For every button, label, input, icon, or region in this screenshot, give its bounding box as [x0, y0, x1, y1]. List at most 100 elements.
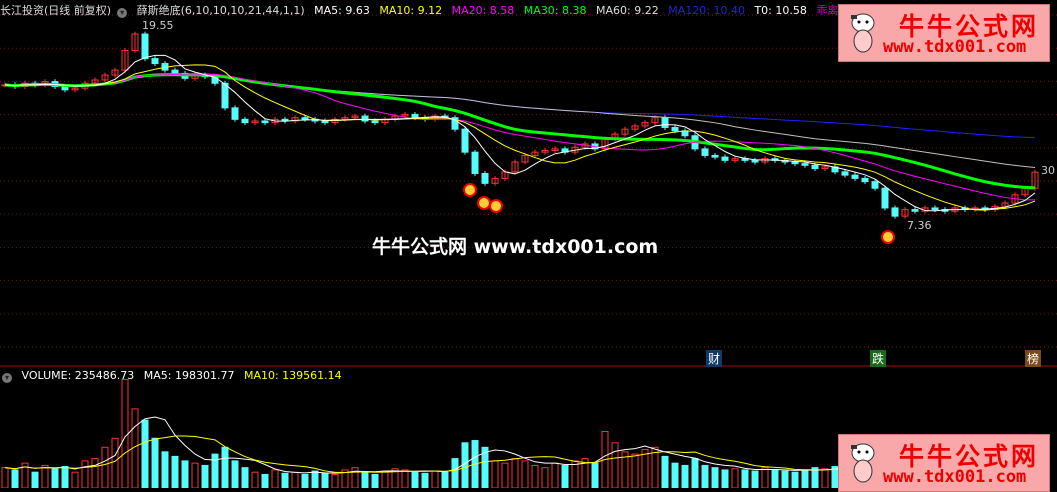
volume-bar [331, 473, 339, 488]
candle [541, 150, 549, 153]
volume-bar [221, 446, 229, 488]
candle [261, 120, 269, 124]
volume-bar [431, 470, 439, 488]
candle [351, 115, 359, 119]
ma20-line [4, 73, 1036, 201]
volume-bar [341, 469, 349, 488]
candle [791, 161, 799, 165]
cow-logo-icon [851, 13, 875, 53]
tag-finance[interactable]: 财 [706, 350, 723, 367]
ma10-line [4, 64, 1036, 211]
volume-bar [271, 469, 279, 488]
volume-bar [381, 470, 389, 488]
ma120-line [4, 74, 1036, 139]
ma30-line [4, 73, 1036, 190]
volume-bar [561, 464, 569, 488]
volume-bar [691, 458, 699, 488]
ma30-value: MA30: 8.38 [523, 4, 587, 17]
candle [1001, 202, 1009, 207]
volume-bar [11, 469, 19, 488]
volume-bar [481, 446, 489, 488]
volume-bar [521, 460, 529, 488]
volume-bar [351, 467, 359, 488]
candle [111, 69, 119, 76]
volume-bar [701, 464, 709, 488]
volume-bar [791, 471, 799, 488]
candle [481, 172, 489, 184]
watermark-name: 牛牛公式网 [899, 12, 1040, 41]
volume-bar [551, 462, 559, 488]
low-price-label: 7.36 [907, 219, 932, 232]
volume-bar [361, 471, 369, 488]
volume-bar [311, 470, 319, 488]
volume-bar [171, 455, 179, 488]
volume-bar [821, 468, 829, 488]
tag-fall[interactable]: 跌 [870, 350, 887, 367]
volume-bar [81, 460, 89, 488]
volume-bar [1, 467, 9, 488]
candle [931, 207, 939, 211]
volume-bar [411, 471, 419, 488]
volume-bar [41, 464, 49, 488]
ma60-value: MA60: 9.22 [596, 4, 659, 17]
stock-title: 长江投资(日线 前复权) [0, 4, 112, 17]
volume-bar [391, 468, 399, 488]
volume-bar [721, 469, 729, 488]
volume-bar [441, 471, 449, 488]
candle [651, 117, 659, 124]
candle [171, 69, 179, 74]
volume-bar [141, 419, 149, 488]
buy-signal-icon [489, 199, 503, 213]
volume-value: VOLUME: 235486.73 [21, 369, 135, 382]
volume-bar [671, 462, 679, 488]
ma5-line [4, 54, 1036, 212]
candle [851, 174, 859, 179]
candle [891, 207, 899, 217]
volume-bar [31, 471, 39, 488]
high-price-label: 19.55 [142, 19, 174, 32]
volume-bar [161, 451, 169, 488]
watermark-name: 牛牛公式网 [899, 442, 1040, 471]
candle [521, 154, 529, 163]
cow-logo-icon [851, 443, 875, 483]
volume-bar [531, 464, 539, 488]
indicator-menu-icon[interactable]: ▾ [117, 8, 128, 18]
candle [101, 74, 109, 81]
candle [801, 163, 809, 166]
candle [641, 122, 649, 127]
volume-bar [151, 437, 159, 488]
candle [701, 148, 709, 156]
candle [241, 118, 249, 124]
volume-menu-icon[interactable]: ▾ [2, 373, 12, 383]
candle [841, 171, 849, 176]
candle [301, 117, 309, 120]
candle [491, 177, 499, 184]
buy-signal-icon [477, 196, 491, 210]
volume-bar [811, 467, 819, 488]
candle [411, 113, 419, 119]
candle [61, 86, 69, 91]
candle [71, 87, 79, 91]
indicator-name: 薛斯绝底(6,10,10,10,21,44,1,1) [136, 4, 305, 17]
volume-bar [601, 431, 609, 488]
candle [661, 117, 669, 129]
candle [531, 151, 539, 156]
candle [361, 115, 369, 122]
volume-bar [121, 379, 129, 488]
candle [671, 127, 679, 132]
tag-rank[interactable]: 榜 [1025, 350, 1042, 367]
candle [551, 148, 559, 152]
volume-bar [371, 473, 379, 488]
candle [861, 177, 869, 183]
volume-bar [111, 437, 119, 488]
candle [871, 181, 879, 189]
candle [451, 117, 459, 130]
buy-signal-icon [881, 230, 895, 244]
candle [461, 128, 469, 153]
volume-ma10: MA10: 139561.14 [243, 369, 342, 382]
volume-bar [251, 471, 259, 488]
volume-bar [401, 469, 409, 488]
volume-bar [761, 467, 769, 488]
volume-bar [281, 472, 289, 488]
